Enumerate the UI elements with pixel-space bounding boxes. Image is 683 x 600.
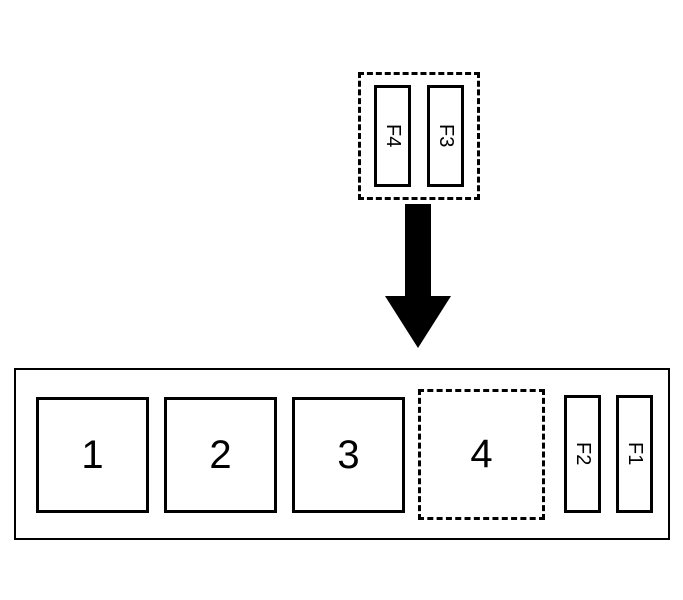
slot-1: 1: [36, 397, 149, 513]
slot-3: 3: [292, 397, 405, 513]
slot-3-label: 3: [337, 433, 359, 478]
fuse-f4-label: F4: [381, 124, 404, 147]
slot-4-dashed: 4: [418, 389, 545, 520]
diagram-canvas: F4 F3 1 2 3 4 F2 F1: [0, 0, 683, 600]
slot-2: 2: [164, 397, 277, 513]
fuse-f3: F3: [427, 85, 464, 187]
slot-2-label: 2: [209, 433, 231, 478]
slot-1-label: 1: [81, 433, 103, 478]
fuse-f2: F2: [564, 395, 601, 513]
fuse-f1-label: F1: [623, 442, 646, 465]
fuse-f1: F1: [616, 395, 653, 513]
fuse-f3-label: F3: [434, 124, 457, 147]
slot-4-label: 4: [470, 432, 492, 477]
fuse-f4: F4: [374, 85, 411, 187]
fuse-f2-label: F2: [571, 442, 594, 465]
